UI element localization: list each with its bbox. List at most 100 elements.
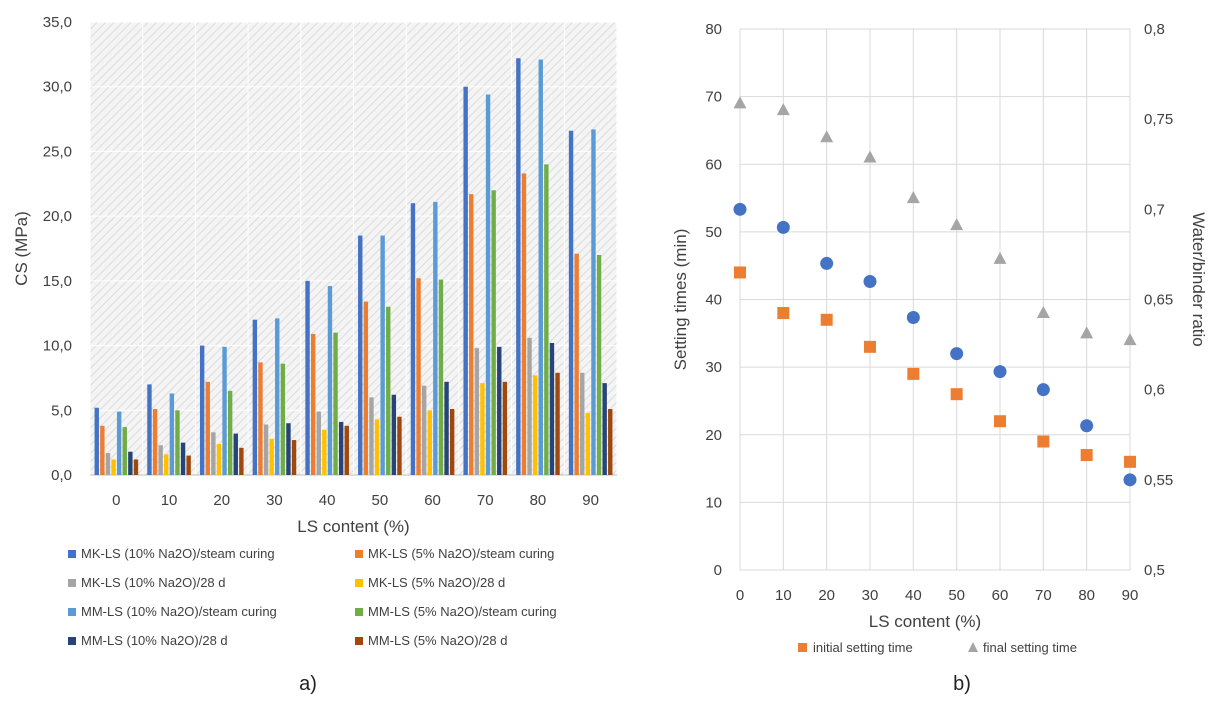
y-tick-label: 20 xyxy=(705,427,722,444)
point-initial-setting-time xyxy=(950,388,963,401)
x-tick-labels-a: 0 10 20 30 40 50 60 70 80 90 xyxy=(112,492,599,509)
bar xyxy=(391,394,397,475)
x-tick-label: 50 xyxy=(372,492,389,509)
bar xyxy=(128,451,133,475)
bar xyxy=(602,383,607,475)
x-tick-label: 70 xyxy=(477,492,494,509)
bar xyxy=(211,432,216,475)
bar xyxy=(344,425,349,475)
bar xyxy=(516,58,521,476)
x-tick-label: 90 xyxy=(582,492,599,509)
x-tick-label: 60 xyxy=(424,492,441,509)
point-initial-setting-time xyxy=(1037,435,1050,448)
bar xyxy=(222,346,227,475)
point-final-setting-time xyxy=(863,150,877,163)
legend-marker-triangle xyxy=(968,642,978,652)
x-axis-title-a: LS content (%) xyxy=(297,517,409,536)
x-tick-label: 40 xyxy=(319,492,336,509)
bar xyxy=(338,421,344,475)
bar xyxy=(380,235,385,475)
bar xyxy=(608,408,613,475)
legend-label: MK-LS (10% Na2O)/steam curing xyxy=(81,546,275,561)
point-final-setting-time xyxy=(1123,333,1137,346)
point-initial-setting-time xyxy=(907,367,920,380)
bar xyxy=(497,346,502,475)
bar xyxy=(374,419,380,475)
bar xyxy=(199,345,205,475)
point-water-binder-ratio xyxy=(993,365,1007,379)
bar xyxy=(463,86,468,475)
legend-label: MM-LS (5% Na2O)/steam curing xyxy=(368,604,557,619)
bar xyxy=(186,455,191,475)
bar xyxy=(205,381,210,475)
x-tick-label: 50 xyxy=(948,587,965,604)
bar xyxy=(227,390,233,475)
bar xyxy=(122,427,127,475)
legend-swatch xyxy=(355,637,363,645)
point-water-binder-ratio xyxy=(1123,473,1137,487)
point-initial-setting-time xyxy=(1080,449,1093,462)
legend-label: MM-LS (5% Na2O)/28 d xyxy=(368,633,507,648)
bar xyxy=(580,372,585,475)
bar xyxy=(532,375,538,475)
point-initial-setting-time xyxy=(734,266,746,279)
y2-tick-label: 0,75 xyxy=(1144,111,1173,128)
point-water-binder-ratio xyxy=(950,347,964,361)
bar xyxy=(427,410,432,475)
y2-tick-label: 0,5 xyxy=(1144,562,1165,579)
bar xyxy=(596,254,602,475)
bar xyxy=(491,190,496,475)
legend-swatch xyxy=(68,550,76,558)
bar xyxy=(133,459,139,475)
legend-swatch xyxy=(68,579,76,587)
y-tick-label: 70 xyxy=(705,89,722,106)
legend-marker-square xyxy=(798,643,807,652)
legend-label: MK-LS (5% Na2O)/steam curing xyxy=(368,546,554,561)
y-axis-title-a: CS (MPa) xyxy=(12,211,31,286)
point-water-binder-ratio xyxy=(863,274,877,288)
bar-chart-panel-a: 0,0 5,0 10,0 15,0 20,0 25,0 30,0 35,0 0 10 20 30 40… xyxy=(12,14,618,695)
point-final-setting-time xyxy=(776,103,790,116)
point-initial-setting-time xyxy=(820,313,833,326)
x-tick-label: 90 xyxy=(1122,587,1139,604)
bar xyxy=(152,408,158,475)
bar xyxy=(111,459,116,475)
point-water-binder-ratio xyxy=(776,220,790,234)
bar xyxy=(116,411,122,475)
bar xyxy=(369,397,374,475)
bar xyxy=(252,319,258,475)
bar xyxy=(568,130,574,475)
legend-swatch xyxy=(68,637,76,645)
x-tick-label: 40 xyxy=(905,587,922,604)
panel-label-a: a) xyxy=(299,673,317,695)
x-tick-label: 20 xyxy=(213,492,230,509)
bar xyxy=(544,164,549,475)
y2-tick-label: 0,6 xyxy=(1144,382,1165,399)
y-axis-title-b: Setting times (min) xyxy=(671,229,690,371)
legend-label: MM-LS (10% Na2O)/steam curing xyxy=(81,604,277,619)
y-tick-label: 20,0 xyxy=(43,208,72,225)
point-final-setting-time xyxy=(993,251,1007,264)
x-tick-label: 30 xyxy=(862,587,879,604)
point-final-setting-time xyxy=(820,130,834,143)
panel-label-b: b) xyxy=(953,673,971,695)
point-water-binder-ratio xyxy=(906,311,920,325)
bar xyxy=(574,253,579,475)
bar xyxy=(538,59,543,475)
bar xyxy=(263,424,269,475)
y-tick-label: 10,0 xyxy=(43,338,72,355)
bar xyxy=(169,393,175,475)
x-tick-label: 0 xyxy=(112,492,120,509)
bar xyxy=(527,337,532,475)
point-water-binder-ratio xyxy=(820,256,834,270)
legend-label: MK-LS (10% Na2O)/28 d xyxy=(81,575,226,590)
legend-swatch xyxy=(68,608,76,616)
bar xyxy=(164,454,169,475)
x-tick-label: 10 xyxy=(775,587,792,604)
x-tick-label: 60 xyxy=(992,587,1009,604)
y2-tick-label: 0,65 xyxy=(1144,292,1173,309)
bar xyxy=(410,203,416,475)
y-tick-label: 0 xyxy=(714,562,722,579)
